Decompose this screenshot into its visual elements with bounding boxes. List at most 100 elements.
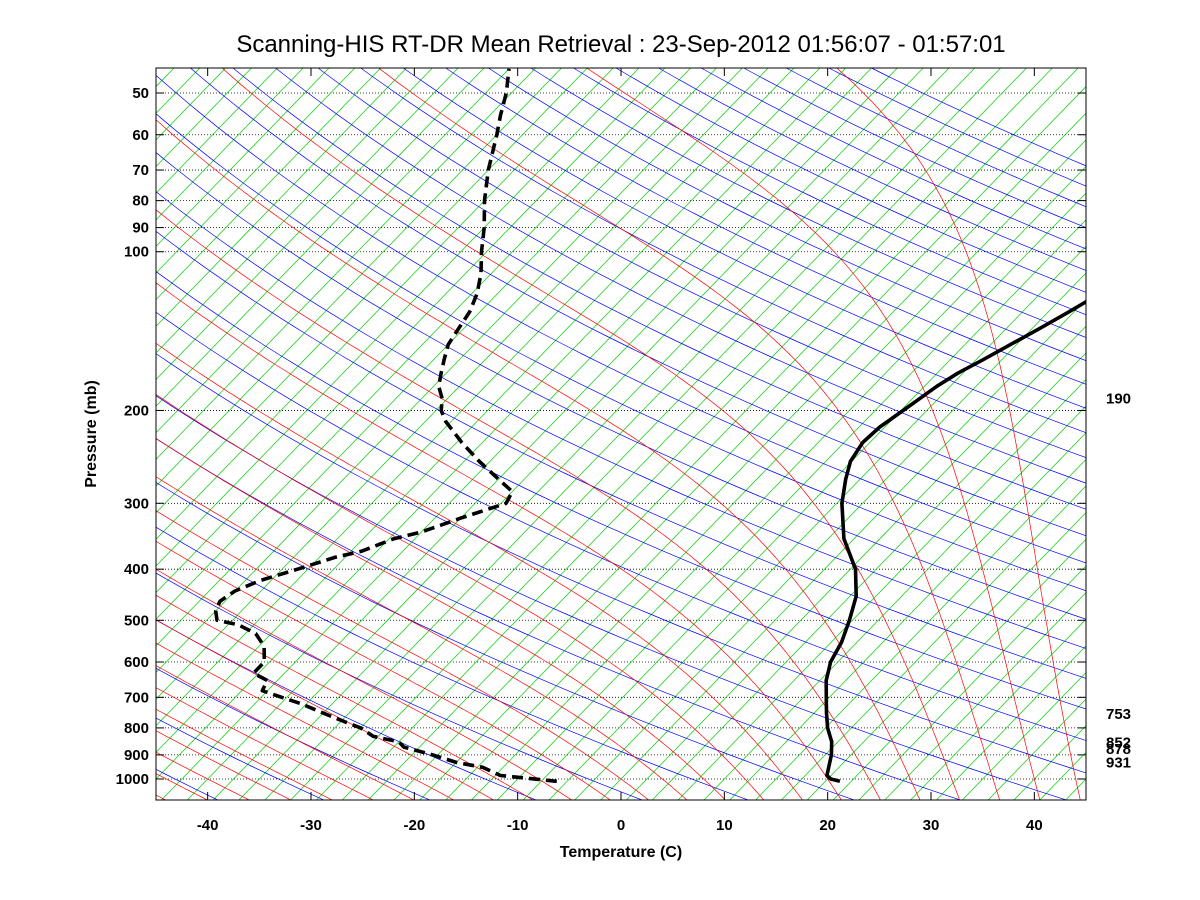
isotherm-line: [156, 68, 382, 301]
moist-adiabat-line: [836, 68, 1081, 800]
y-tick-label: 1000: [116, 771, 149, 788]
isotherm-line: [600, 299, 1086, 800]
isotherm-line: [935, 645, 1086, 800]
dry-adiabat-line: [156, 395, 1068, 800]
y-axis-label: Pressure (mb): [83, 380, 100, 488]
isotherm-line: [910, 618, 1086, 800]
dry-adiabat-line: [828, 68, 1086, 187]
moist-adiabat-line: [156, 568, 573, 800]
isotherm-line: [445, 139, 1086, 800]
dry-adiabat-line: [156, 74, 1086, 564]
y-tick-label: 50: [132, 85, 149, 102]
isotherm-line: [651, 352, 1086, 800]
moist-adiabat-line: [156, 209, 881, 800]
thermodynamic-background-lines: [156, 68, 1086, 800]
dry-adiabat-line: [156, 667, 431, 800]
isotherm-line: [156, 68, 304, 221]
isotherm-line: [806, 512, 1086, 800]
isotherm-line: [156, 68, 821, 753]
y-axis-ticks: 50 60 70 80 90 100 200 300 400 500 600 700 800 900 100…: [116, 85, 1086, 788]
y-tick-label: 80: [132, 193, 149, 210]
isotherm-line: [156, 68, 330, 247]
dry-adiabat-line: [156, 113, 1086, 592]
y-tick-label: 100: [124, 244, 149, 261]
y-tick-label: 300: [124, 495, 149, 512]
isotherm-line: [156, 68, 666, 594]
y-tick-label: 500: [124, 612, 149, 629]
x-tick-label: 0: [617, 817, 625, 834]
isotherm-line: [156, 68, 743, 673]
dry-adiabat-line: [156, 353, 1086, 774]
dry-adiabat-line: [232, 68, 1086, 510]
dry-adiabat-line: [156, 438, 962, 800]
right-pressure-label: 190: [1106, 391, 1131, 408]
sounding-series: [213, 68, 1086, 784]
dry-adiabat-line: [572, 68, 1086, 316]
y-tick-label: 600: [124, 654, 149, 671]
isotherm-line: [496, 192, 1086, 800]
y-tick-label: 200: [124, 402, 149, 419]
right-pressure-label: 852: [1106, 734, 1131, 751]
dry-adiabat-line: [360, 68, 1086, 434]
isotherm-line: [156, 68, 640, 567]
x-axis-label: Temperature (C): [560, 844, 682, 861]
plot-background: [156, 68, 1086, 800]
moist-adiabat-line: [156, 282, 842, 800]
isotherm-line: [156, 68, 511, 434]
isotherm-line: [160, 68, 872, 800]
x-tick-label: 10: [716, 817, 733, 834]
moist-adiabat-line: [156, 687, 374, 800]
isotherm-line: [156, 68, 407, 327]
isotherm-line: [419, 112, 1086, 800]
dry-adiabat-line: [189, 68, 1086, 537]
moist-adiabat-line: [156, 730, 292, 800]
dry-adiabat-line: [156, 152, 1086, 620]
right-pressure-label: 753: [1106, 706, 1131, 723]
y-tick-label: 800: [124, 720, 149, 737]
isotherm-line: [156, 68, 692, 620]
y-tick-label: 60: [132, 127, 149, 144]
dry-adiabat-line: [317, 68, 1086, 459]
isotherm-line: [186, 68, 898, 800]
isotherm-line: [156, 68, 588, 514]
dry-adiabat-line: [156, 482, 856, 800]
temperature-profile-line: [824, 299, 1086, 784]
right-pressure-label: 931: [1106, 755, 1131, 772]
moist-adiabat-line: [156, 708, 333, 800]
isotherm-line: [290, 68, 1002, 800]
isotherm-line: [755, 458, 1086, 800]
dewpoint-profile-line: [213, 68, 557, 784]
moist-adiabat-line: [156, 594, 534, 800]
dry-adiabat-line: [530, 68, 1086, 338]
isotherm-line: [367, 68, 1079, 800]
isotherm-line: [156, 68, 717, 647]
isotherm-line: [625, 325, 1086, 800]
x-tick-label: 20: [819, 817, 836, 834]
x-tick-label: -10: [507, 817, 529, 834]
moist-adiabat-line: [156, 540, 611, 800]
dry-adiabat-line: [785, 68, 1086, 208]
moist-adiabat-line: [156, 619, 495, 800]
right-pressure-label: 878: [1106, 741, 1131, 758]
moist-adiabat-line: [156, 665, 415, 800]
isotherm-line: [156, 68, 278, 194]
isotherm-line: [212, 68, 924, 800]
x-axis-ticks: -40 -30 -20 -10 0 10 20 30 40: [197, 68, 1043, 834]
dry-adiabat-line: [402, 68, 1086, 409]
isotherm-line: [156, 68, 485, 407]
isotherm-line: [156, 68, 537, 460]
y-tick-label: 900: [124, 747, 149, 764]
isotherm-line: [156, 68, 847, 780]
isotherm-line: [156, 68, 795, 727]
dry-adiabat-line: [615, 68, 1086, 293]
isotherm-line: [884, 592, 1086, 800]
moist-adiabat-line: [156, 437, 726, 800]
isotherm-line: [522, 219, 1086, 800]
dry-adiabat-line: [275, 68, 1086, 484]
moist-adiabat-line: [156, 476, 688, 800]
moist-adiabat-line: [156, 119, 921, 800]
y-tick-label: 90: [132, 220, 149, 237]
moist-adiabat-line: [156, 751, 251, 800]
isotherm-line: [677, 379, 1086, 800]
